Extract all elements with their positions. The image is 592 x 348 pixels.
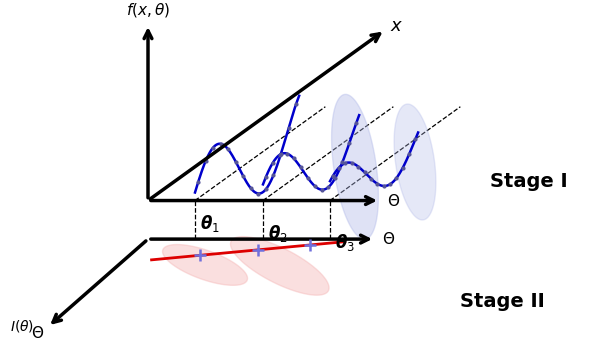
Text: $\boldsymbol{\theta}_2$: $\boldsymbol{\theta}_2$	[268, 223, 288, 244]
Text: $\Theta$: $\Theta$	[31, 325, 44, 341]
Text: Stage II: Stage II	[460, 292, 545, 311]
Text: $\Theta$: $\Theta$	[387, 192, 400, 208]
Text: $I(\theta)$: $I(\theta)$	[10, 318, 34, 334]
Text: $\boldsymbol{\theta}_3$: $\boldsymbol{\theta}_3$	[335, 232, 355, 253]
Polygon shape	[230, 237, 329, 295]
Text: $x$: $x$	[390, 17, 403, 35]
Polygon shape	[332, 94, 378, 239]
Polygon shape	[163, 245, 247, 285]
Text: Stage I: Stage I	[490, 172, 568, 191]
Text: $\boldsymbol{\theta}_1$: $\boldsymbol{\theta}_1$	[200, 213, 220, 234]
Text: $f(x,\theta)$: $f(x,\theta)$	[126, 1, 170, 19]
Polygon shape	[394, 104, 436, 220]
Text: $\Theta$: $\Theta$	[382, 231, 395, 247]
